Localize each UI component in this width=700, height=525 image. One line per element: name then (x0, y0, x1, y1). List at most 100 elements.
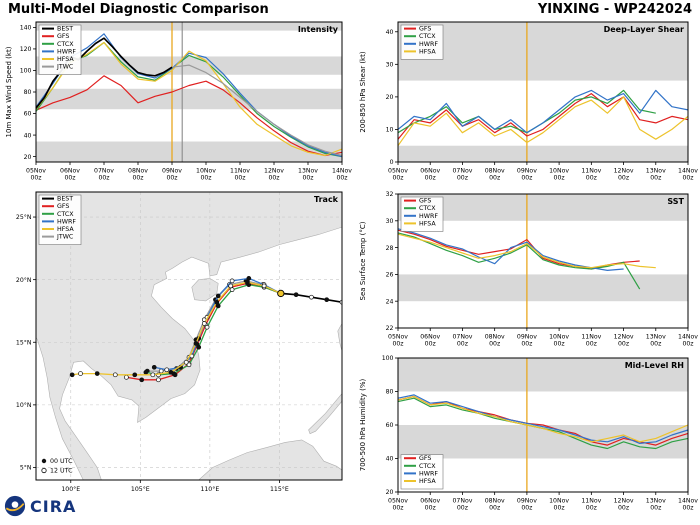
legend-label: CTCX (419, 463, 436, 470)
x-tick-sublabel: 00z (457, 505, 468, 512)
intensity-panel: 05Nov00z06Nov00z07Nov00z08Nov00z09Nov00z… (5, 21, 352, 182)
x-tick-sublabel: 00z (554, 175, 565, 182)
position-marker-00utc (246, 276, 252, 281)
x-tick-sublabel: 00z (489, 505, 500, 512)
x-tick-sublabel: 00z (457, 175, 468, 182)
legend-item-HWRF: HWRF (42, 48, 76, 55)
x-tick-sublabel: 00z (392, 175, 403, 182)
legend-label: HFSA (57, 56, 74, 63)
x-tick-label: 05Nov (388, 168, 408, 175)
position-marker-12utc (261, 283, 267, 289)
intensity-series-HFSA (35, 41, 343, 157)
legend-label: GFS (419, 26, 431, 33)
y-tick-label: 100 (382, 355, 394, 362)
legend-item-HFSA: HFSA (404, 220, 436, 227)
x-tick-sublabel: 00z (682, 505, 693, 512)
x-tick-sublabel: 00z (392, 341, 403, 348)
position-marker-00utc (324, 297, 330, 303)
x-tick-sublabel: 00z (132, 175, 143, 182)
y-tick-label: 60 (24, 111, 32, 118)
legend-item-BEST: BEST (42, 26, 73, 33)
sst-panel: 05Nov00z06Nov00z07Nov00z08Nov00z09Nov00z… (359, 191, 698, 348)
x-tick-sublabel: 00z (618, 341, 629, 348)
legend-item-CTCX: CTCX (404, 33, 436, 40)
legend-item-HWRF: HWRF (404, 41, 438, 48)
shaded-band (36, 88, 342, 110)
track-series-BEST (280, 292, 342, 305)
y-tick-label: 60 (386, 422, 394, 429)
legend-label: GFS (419, 198, 431, 205)
x-tick-label: 10Nov (549, 168, 569, 175)
utc-marker-legend: 00 UTC 12 UTC (41, 458, 73, 475)
x-tick-label: 11Nov (581, 168, 601, 175)
x-tick-label: 08Nov (128, 168, 148, 175)
position-marker-12utc (201, 321, 207, 326)
position-marker-00utc (196, 344, 202, 350)
rh-series-HFSA (397, 395, 689, 443)
position-marker-00utc (139, 377, 145, 383)
legend-item-HWRF: HWRF (404, 470, 438, 477)
x-tick-label: 07Nov (94, 168, 114, 175)
position-marker-00utc (151, 364, 157, 370)
mid-level-rh-panel: 05Nov00z06Nov00z07Nov00z08Nov00z09Nov00z… (359, 355, 698, 512)
legend-label: JTWC (56, 234, 74, 241)
x-tick-label: 09Nov (517, 498, 537, 505)
landmass (308, 393, 342, 435)
marker-legend-12utc: 12 UTC (50, 468, 73, 475)
shear-title: Deep-Layer Shear (604, 25, 684, 34)
x-tick-sublabel: 00z (650, 505, 661, 512)
x-tick-sublabel: 00z (650, 341, 661, 348)
y-tick-label: 40 (386, 456, 394, 463)
y-tick-label: 26 (386, 272, 394, 279)
cira-logo-text: CIRA (30, 496, 77, 516)
sst-title: SST (667, 197, 684, 206)
x-tick-label: 14Nov (678, 498, 698, 505)
legend-item-GFS: GFS (404, 198, 431, 205)
sst-series-CTCX (397, 232, 641, 290)
legend-label: HWRF (419, 470, 438, 477)
position-marker-12utc (112, 372, 118, 378)
x-tick-label: 10Nov (196, 168, 216, 175)
x-tick-sublabel: 00z (268, 175, 279, 182)
x-tick-label: 11Nov (230, 168, 250, 175)
legend-label: GFS (57, 33, 69, 40)
position-marker-00utc (293, 292, 299, 298)
sst-ylabel: Sea Surface Temp (°C) (359, 221, 367, 300)
x-tick-sublabel: 00z (166, 175, 177, 182)
x-tick-label: 09Nov (517, 334, 537, 341)
legend-item-BEST: BEST (42, 196, 73, 203)
shaded-band (398, 194, 688, 221)
y-tick-label: 40 (386, 29, 394, 36)
position-marker-00utc (245, 279, 250, 285)
y-tick-label: 22 (386, 325, 394, 332)
position-marker-00utc (143, 369, 149, 375)
x-tick-sublabel: 00z (30, 175, 41, 182)
x-tick-sublabel: 00z (618, 175, 629, 182)
x-tick-sublabel: 00z (586, 505, 597, 512)
shear-axes: 05Nov00z06Nov00z07Nov00z08Nov00z09Nov00z… (386, 29, 699, 182)
position-marker-00utc (69, 372, 75, 378)
lat-tick-label: 25°N (16, 213, 32, 221)
x-tick-label: 12Nov (614, 168, 634, 175)
x-tick-label: 05Nov (388, 498, 408, 505)
deep-layer-shear-panel: 05Nov00z06Nov00z07Nov00z08Nov00z09Nov00z… (359, 21, 699, 182)
legend-label: JTWC (56, 64, 74, 71)
map-axes: 100°E 105°E 110°E 115°E 5°N 10°N 15°N 20°N 25°N (16, 213, 289, 493)
lat-tick-label: 20°N (16, 276, 32, 284)
x-tick-label: 14Nov (678, 334, 698, 341)
x-tick-label: 14Nov (678, 168, 698, 175)
y-tick-label: 20 (386, 94, 394, 101)
x-tick-sublabel: 00z (425, 505, 436, 512)
cira-logo-mark (4, 495, 26, 517)
legend-item-GFS: GFS (404, 26, 431, 33)
legend-item-CTCX: CTCX (404, 205, 436, 212)
legend-label: BEST (57, 26, 73, 33)
x-tick-label: 06Nov (420, 168, 440, 175)
y-tick-label: 24 (386, 298, 394, 305)
position-marker-12utc (164, 367, 170, 373)
shaded-band (36, 141, 342, 162)
rh-title: Mid-Level RH (625, 361, 684, 370)
